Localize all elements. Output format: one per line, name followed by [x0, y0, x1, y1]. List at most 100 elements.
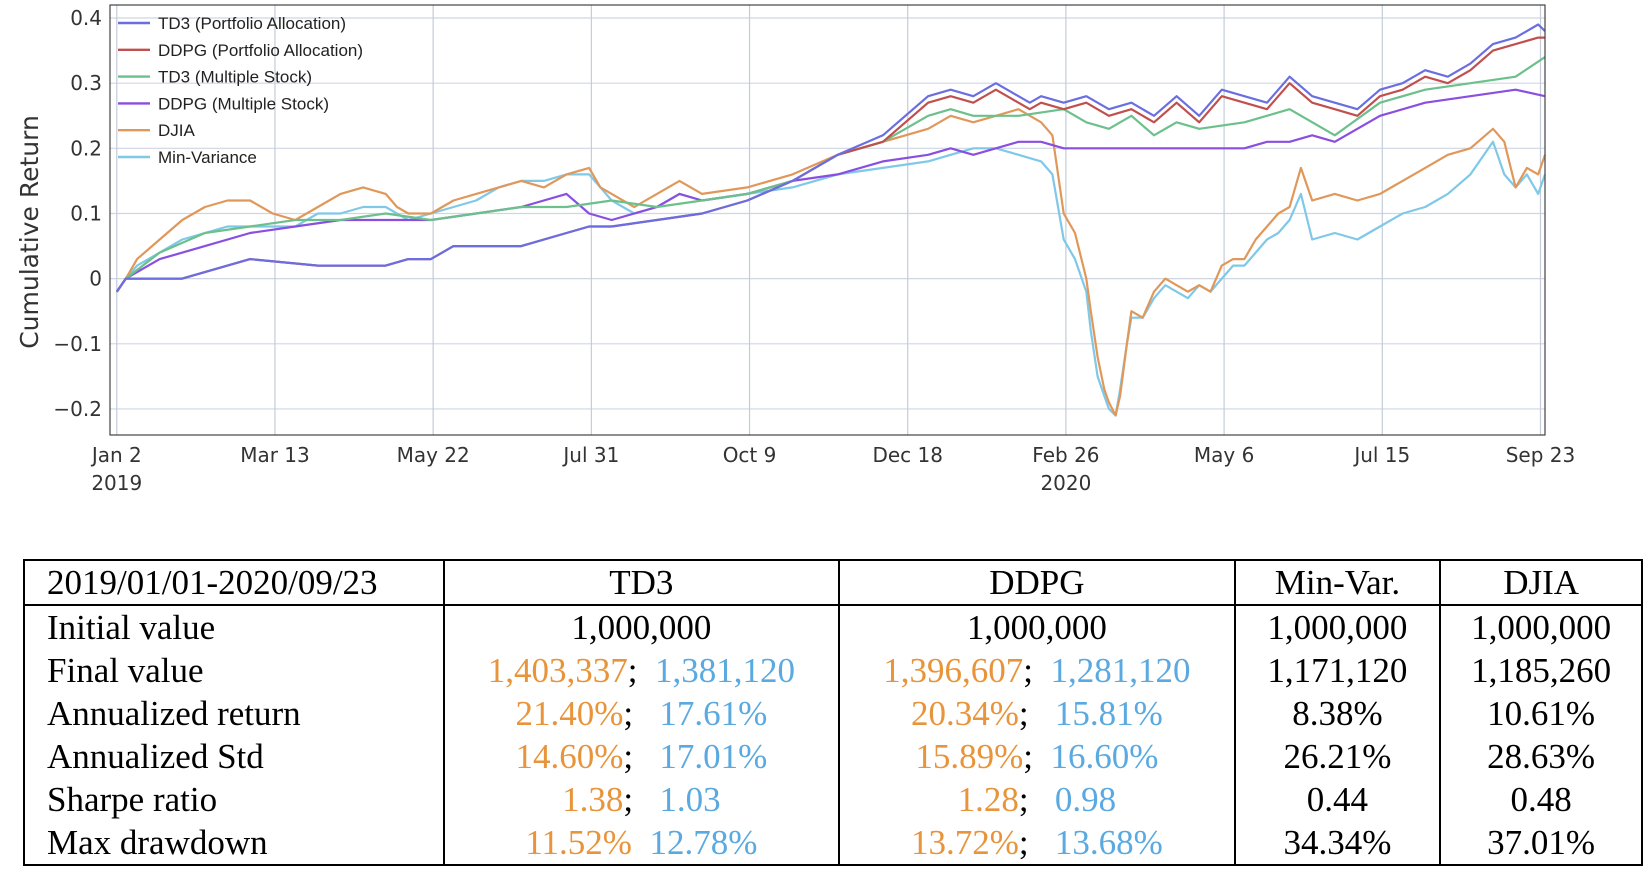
ddpg-multistock-value: 15.81% — [1054, 694, 1163, 733]
td3-value: 1,000,000 — [442, 605, 841, 649]
minvar-value: 1,171,120 — [1233, 649, 1442, 692]
minvar-value: 34.34% — [1233, 821, 1442, 866]
ddpg-portfolio-value: 20.34% — [910, 694, 1019, 733]
x-tick-year-label: 2020 — [1040, 471, 1091, 495]
x-tick-year-label: 2019 — [91, 471, 142, 495]
header-djia: DJIA — [1439, 559, 1643, 606]
ddpg-value: 1,396,607; 1,281,120 — [838, 649, 1236, 692]
td3-multistock-value: 17.61% — [659, 694, 768, 733]
header-td3: TD3 — [442, 559, 841, 606]
x-axis-ticks: Jan 2 2019 Mar 13 May 22 Jul 31 Oct 9 Dec 18 Fe… — [90, 443, 1575, 495]
header-ddpg: DDPG — [838, 559, 1236, 606]
value-separator: ; — [1023, 737, 1033, 776]
y-tick-label: −0.2 — [53, 397, 102, 421]
td3-value: 1,403,337; 1,381,120 — [442, 649, 841, 692]
td3-value: 1.38; 1.03 — [442, 778, 841, 821]
y-tick-label: 0.1 — [70, 201, 102, 225]
ddpg-multistock-value: 13.68% — [1054, 823, 1163, 862]
legend: TD3 (Portfolio Allocation) DDPG (Portfoli… — [118, 14, 363, 167]
value-separator: ; — [1018, 694, 1029, 733]
ddpg-portfolio-value: 15.89% — [915, 737, 1024, 776]
grid-lines — [110, 5, 1545, 435]
series-line-0 — [115, 23, 1546, 293]
ddpg-multistock-value: 1,281,120 — [1050, 651, 1191, 690]
series-line-3 — [115, 88, 1546, 293]
td3-portfolio-value: 1.38 — [562, 780, 624, 819]
ddpg-value: 1,000,000 — [838, 605, 1236, 649]
header-minvar: Min-Var. — [1233, 559, 1442, 606]
cumulative-return-chart: −0.2 −0.1 0 0.1 0.2 0.3 0.4 Jan 2 2019 Mar 13 May… — [15, 4, 1575, 495]
row-label: Final value — [23, 649, 445, 692]
legend-label: TD3 (Multiple Stock) — [158, 68, 312, 87]
header-period: 2019/01/01-2020/09/23 — [23, 559, 445, 606]
ddpg-portfolio-value: 1.28 — [957, 780, 1019, 819]
x-tick-label: Sep 23 — [1506, 443, 1576, 467]
legend-label: DDPG (Multiple Stock) — [158, 94, 329, 113]
value-separator: ; — [623, 780, 634, 819]
table-row: Initial value 1,000,000 1,000,000 1,000,… — [23, 605, 1643, 649]
ddpg-portfolio-value: 13.72% — [910, 823, 1019, 862]
x-tick-label: Feb 26 — [1032, 443, 1099, 467]
td3-multistock-value: 17.01% — [659, 737, 768, 776]
td3-multistock-value: 12.78% — [649, 823, 758, 862]
series-line-4 — [115, 108, 1547, 417]
row-label: Sharpe ratio — [23, 778, 445, 821]
ddpg-value: 1.28; 0.98 — [838, 778, 1236, 821]
plot-border — [109, 4, 1546, 436]
ddpg-multistock-value: 0.98 — [1054, 780, 1117, 819]
ddpg-portfolio-value: 1,396,607 — [883, 651, 1024, 690]
td3-multistock-value: 1,381,120 — [654, 651, 795, 690]
legend-label: TD3 (Portfolio Allocation) — [158, 14, 346, 33]
value-separator: ; — [1023, 651, 1033, 690]
x-tick-label: Oct 9 — [723, 443, 777, 467]
table-row: Annualized Std 14.60%; 17.01% 15.89%; 16… — [23, 735, 1643, 778]
minvar-value: 8.38% — [1233, 692, 1442, 735]
series-lines — [115, 23, 1547, 417]
minvar-value: 26.21% — [1233, 735, 1442, 778]
td3-portfolio-value: 21.40% — [515, 694, 624, 733]
table-row: Sharpe ratio 1.38; 1.03 1.28; 0.98 0.44 … — [23, 778, 1643, 821]
legend-label: DDPG (Portfolio Allocation) — [158, 41, 363, 60]
td3-portfolio-value: 14.60% — [515, 737, 624, 776]
y-tick-label: −0.1 — [53, 332, 102, 356]
row-label: Annualized Std — [23, 735, 445, 778]
x-tick-label: Jul 31 — [561, 443, 619, 467]
ddpg-value: 20.34%; 15.81% — [838, 692, 1236, 735]
minvar-value: 0.44 — [1233, 778, 1442, 821]
table-header-row: 2019/01/01-2020/09/23 TD3 DDPG Min-Var. … — [23, 559, 1643, 606]
x-tick-label: Jul 15 — [1352, 443, 1410, 467]
y-tick-label: 0 — [89, 267, 102, 291]
x-tick-label: Jan 2 — [90, 443, 142, 467]
y-tick-label: 0.2 — [70, 136, 102, 160]
x-tick-label: May 22 — [397, 443, 470, 467]
results-table: 2019/01/01-2020/09/23 TD3 DDPG Min-Var. … — [23, 559, 1643, 866]
value-separator: ; — [1018, 823, 1029, 862]
y-tick-label: 0.3 — [70, 71, 102, 95]
value-separator: ; — [623, 737, 634, 776]
td3-value: 11.52% 12.78% — [442, 821, 841, 866]
x-tick-label: May 6 — [1194, 443, 1254, 467]
value-separator: ; — [627, 651, 638, 690]
value-separator: ; — [623, 694, 634, 733]
td3-value: 21.40%; 17.61% — [442, 692, 841, 735]
y-axis-title: Cumulative Return — [15, 115, 44, 349]
td3-value: 14.60%; 17.01% — [442, 735, 841, 778]
ddpg-value: 13.72%; 13.68% — [838, 821, 1236, 866]
djia-value: 1,000,000 — [1439, 605, 1643, 649]
y-axis-ticks: −0.2 −0.1 0 0.1 0.2 0.3 0.4 — [53, 6, 102, 421]
ddpg-multistock-value: 16.60% — [1050, 737, 1159, 776]
td3-portfolio-value: 1,403,337 — [487, 651, 628, 690]
djia-value: 0.48 — [1439, 778, 1643, 821]
djia-value: 37.01% — [1439, 821, 1643, 866]
djia-value: 10.61% — [1439, 692, 1643, 735]
row-label: Annualized return — [23, 692, 445, 735]
minvar-value: 1,000,000 — [1233, 605, 1442, 649]
value-separator: ; — [1018, 780, 1029, 819]
series-line-1 — [115, 36, 1545, 293]
table-row: Max drawdown 11.52% 12.78% 13.72%; 13.68… — [23, 821, 1643, 866]
x-tick-label: Mar 13 — [240, 443, 310, 467]
table-row: Annualized return 21.40%; 17.61% 20.34%;… — [23, 692, 1643, 735]
y-tick-label: 0.4 — [70, 6, 102, 30]
djia-value: 1,185,260 — [1439, 649, 1643, 692]
legend-label: Min-Variance — [158, 148, 257, 167]
